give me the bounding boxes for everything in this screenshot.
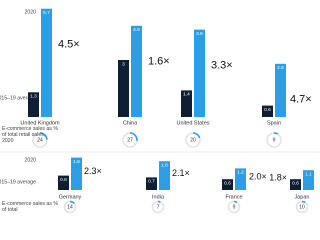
series-label: 2020 (24, 157, 36, 163)
multiplier: 2.3× (84, 166, 102, 176)
bar (222, 179, 233, 190)
value-label: 1.4 (183, 92, 190, 98)
donut-arc (233, 200, 238, 204)
bar (159, 161, 170, 190)
value-label: 3 (122, 61, 125, 67)
country-label: India (152, 194, 165, 200)
bar (235, 168, 246, 190)
value-label: 0.6 (264, 107, 271, 113)
country-label: France (225, 194, 242, 200)
share-value: 10 (299, 205, 305, 211)
country-label: China (123, 120, 138, 126)
multiplier: 2.0× (249, 172, 267, 182)
donut-arc (192, 132, 201, 139)
value-label: 1.1 (305, 171, 312, 177)
country-label: United States (176, 120, 209, 126)
donut-arc (157, 200, 161, 203)
donut-arc (273, 132, 279, 135)
bar (58, 175, 69, 190)
bar (118, 60, 129, 117)
bar (194, 29, 205, 118)
bar (262, 105, 273, 117)
multiplier: 1.8× (269, 172, 287, 182)
donut-arc (301, 200, 306, 204)
country-label: Germany (59, 194, 82, 200)
bar (71, 157, 82, 190)
value-label: 1.8 (73, 159, 80, 165)
value-label: 0.8 (60, 177, 67, 183)
donut-arc (39, 132, 48, 140)
bar (28, 92, 39, 117)
multiplier: 4.5× (58, 39, 80, 51)
bar (146, 177, 157, 190)
value-label: 1.6 (161, 162, 168, 168)
page: 2015–19 average 2020 1.3 5.7 4.5× United King… (0, 8, 320, 214)
share-caption: E-commerce sales as % of total (2, 201, 58, 213)
bar (303, 170, 314, 190)
country-label: United Kingdom (20, 120, 60, 126)
share-value: 7 (157, 205, 160, 211)
share-value: 9 (273, 138, 276, 144)
series-label: 2020 (24, 9, 36, 15)
country-label: Japan (295, 194, 310, 200)
bar (181, 90, 192, 117)
value-label: 1.3 (30, 94, 37, 100)
bar (41, 8, 52, 118)
multiplier: 1.6× (148, 56, 170, 68)
share-caption: E-commerce sales as % of total retail sa… (2, 126, 58, 144)
bar (275, 63, 286, 117)
value-label: 2.8 (277, 65, 284, 71)
bar (290, 179, 301, 190)
value-label: 0.6 (292, 180, 299, 186)
country-label: Spain (267, 120, 281, 126)
multiplier: 3.3× (211, 60, 233, 72)
series-label: 2015–19 average (0, 95, 36, 101)
value-label: 1.2 (237, 170, 244, 176)
multiplier: 4.7× (290, 94, 312, 106)
share-value: 20 (190, 138, 196, 144)
share-value: 14 (67, 205, 73, 211)
value-label: 0.6 (224, 180, 231, 186)
value-label: 0.7 (148, 179, 155, 185)
donut-arc (129, 132, 138, 141)
bar (131, 25, 142, 117)
chart: 2015–19 average 2020 1.3 5.7 4.5× United King… (0, 8, 320, 214)
share-value: 9 (233, 205, 236, 211)
value-label: 5.7 (43, 10, 50, 16)
share-value: 24 (37, 138, 43, 144)
share-value: 27 (127, 138, 133, 144)
multiplier: 2.1× (172, 168, 190, 178)
value-label: 4.6 (196, 31, 203, 37)
value-label: 4.8 (133, 27, 140, 33)
series-label: 2015–19 average (0, 179, 36, 185)
donut-arc (69, 200, 75, 205)
